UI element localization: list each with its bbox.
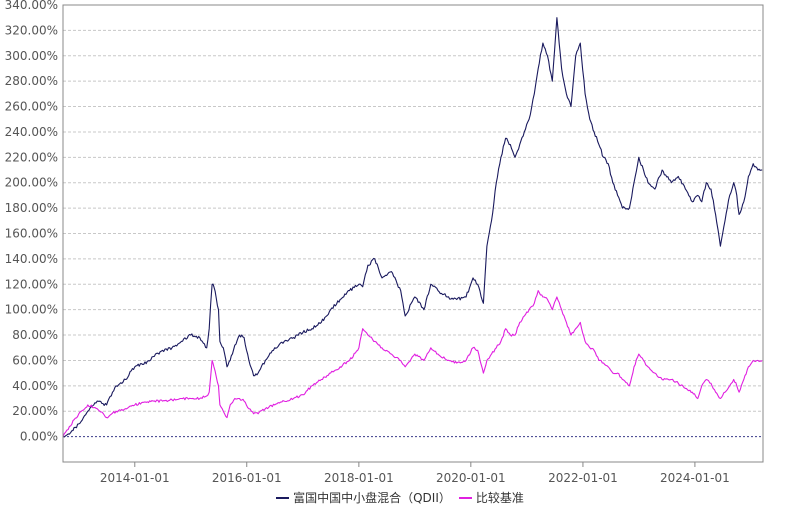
legend-label: 富国中国中小盘混合（QDII） [293,491,451,505]
y-tick-label: 280.00% [5,74,58,88]
y-tick-label: 260.00% [5,100,58,114]
y-tick-label: 160.00% [5,227,58,241]
y-tick-label: 40.00% [12,379,58,393]
y-tick-label: 100.00% [5,303,58,317]
y-tick-label: 240.00% [5,125,58,139]
y-tick-label: 220.00% [5,150,58,164]
axes: 0.00% 20.00% 40.00% 60.00% 80.00% 100.00% 120.… [5,0,764,485]
y-tick-label: 20.00% [12,404,58,418]
legend-item-2[interactable]: 比较基准 [458,489,524,506]
y-tick-label: 60.00% [12,353,58,367]
y-tick-label: 300.00% [5,49,58,63]
y-tick-label: 180.00% [5,201,58,215]
x-tick-label: 2018-01-01 [324,471,394,485]
x-tick-label: 2014-01-01 [100,471,170,485]
y-tick-label: 200.00% [5,176,58,190]
y-tick-label: 0.00% [20,430,58,444]
x-tick-label: 2020-01-01 [436,471,506,485]
legend-label: 比较基准 [475,491,524,505]
legend-item-1[interactable]: 富国中国中小盘混合（QDII） [276,489,451,506]
y-tick-label: 80.00% [12,328,58,342]
x-tick-label: 2016-01-01 [212,471,282,485]
line-chart: 0.00% 20.00% 40.00% 60.00% 80.00% 100.00% 120.… [5,0,764,485]
legend-swatch [276,496,290,499]
x-tick-label: 2024-01-01 [660,471,730,485]
y-tick-label: 320.00% [5,23,58,37]
series-layer [62,17,763,438]
legend-swatch [458,496,472,499]
x-tick-label: 2022-01-01 [548,471,618,485]
grid-lines [63,4,763,438]
y-tick-label: 120.00% [5,277,58,291]
series-line-2 [62,290,763,437]
series-line-1 [62,17,763,438]
chart-legend: 富国中国中小盘混合（QDII） 比较基准 [0,489,800,506]
plot-frame [62,4,764,463]
y-tick-label: 140.00% [5,252,58,266]
y-tick-label: 340.00% [5,0,58,12]
